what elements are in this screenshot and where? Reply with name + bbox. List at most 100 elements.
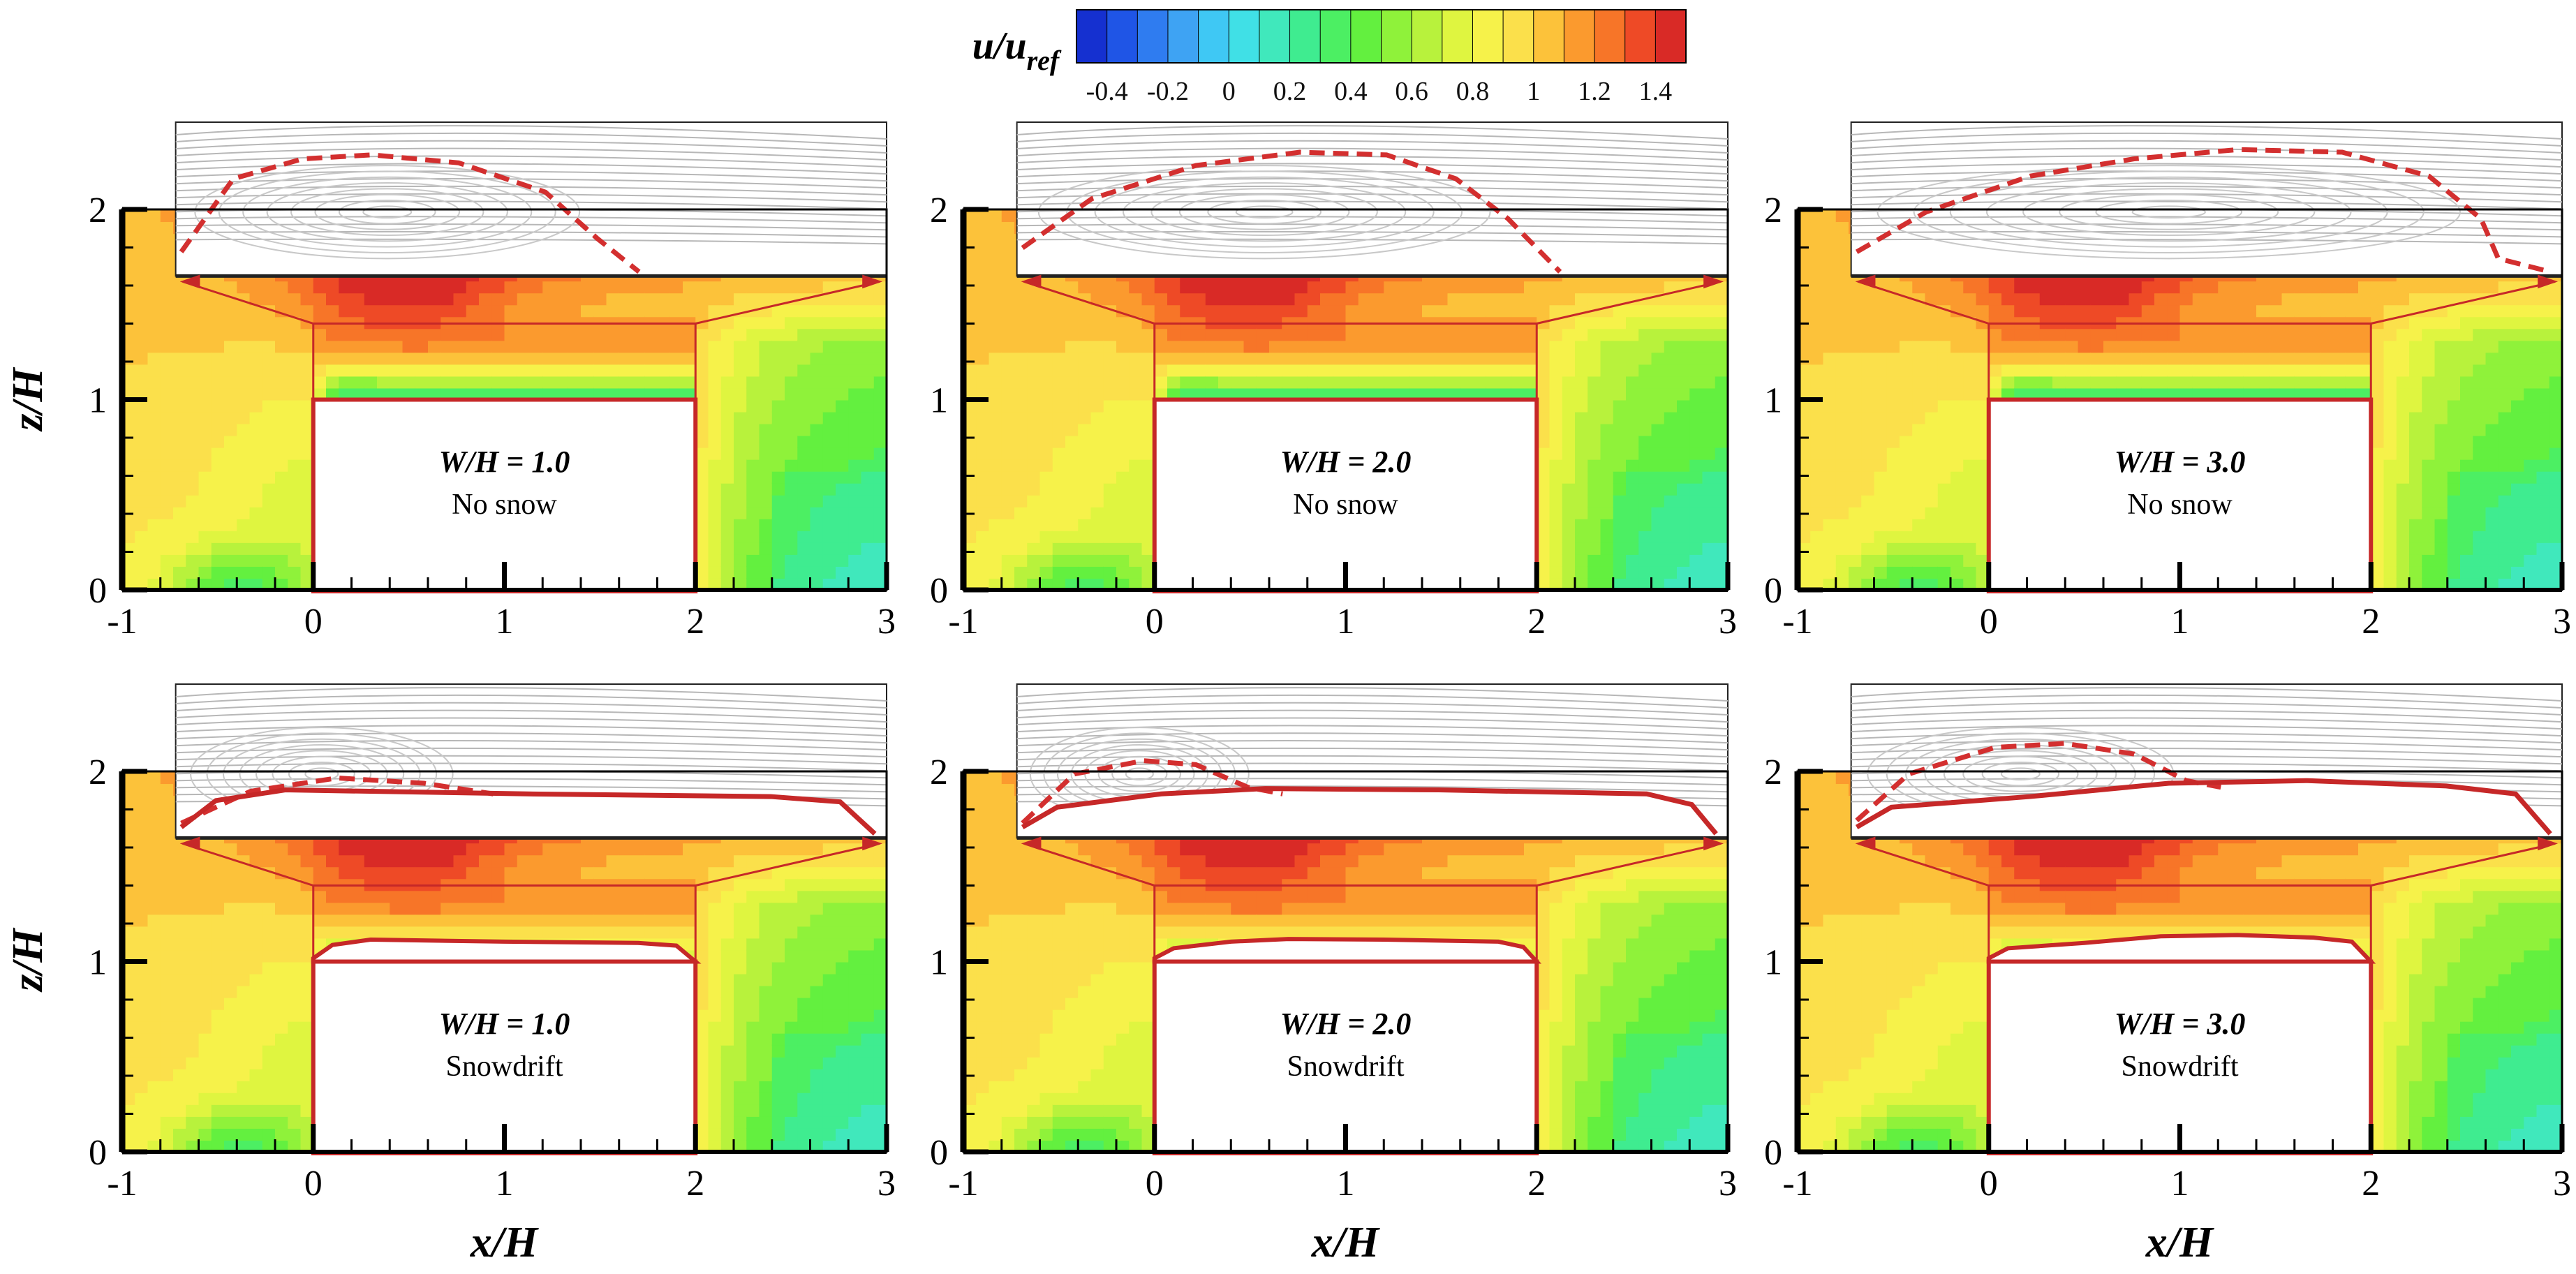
contour-cell <box>1823 245 1837 258</box>
contour-cell <box>237 471 251 484</box>
contour-cell <box>720 352 734 365</box>
contour-cell <box>1435 328 1449 341</box>
contour-cell <box>1937 494 1951 508</box>
contour-cell <box>1192 352 1206 365</box>
contour-cell <box>771 447 785 460</box>
contour-cell <box>1861 506 1875 519</box>
contour-cell <box>810 506 824 519</box>
contour-cell <box>1900 447 1914 460</box>
contour-cell <box>632 387 646 401</box>
contour-cell <box>848 577 862 590</box>
contour-cell <box>810 577 824 590</box>
contour-cell <box>186 328 200 341</box>
contour-cell <box>1409 281 1423 294</box>
contour-cell <box>1511 328 1525 341</box>
contour-cell <box>555 292 569 306</box>
contour-cell <box>186 459 200 472</box>
contour-cell <box>1524 328 1538 341</box>
contour-cell <box>1638 316 1652 329</box>
contour-cell <box>1626 364 1640 377</box>
contour-cell <box>173 577 187 590</box>
contour-cell <box>135 506 149 519</box>
contour-cell <box>1537 387 1550 401</box>
contour-cell <box>1345 352 1359 365</box>
contour-cell <box>1849 506 1863 519</box>
contour-cell <box>1638 471 1652 484</box>
contour-cell <box>963 281 977 294</box>
contour-cell <box>1562 565 1576 579</box>
contour-cell <box>122 399 136 413</box>
contour-cell <box>1849 304 1863 318</box>
contour-cell <box>1358 376 1372 389</box>
contour-cell <box>1027 447 1041 460</box>
contour-cell <box>1537 447 1550 460</box>
contour-cell <box>1715 494 1728 508</box>
contour-cell <box>1849 542 1863 555</box>
contour-cell <box>1715 352 1728 365</box>
contour-cell <box>1231 340 1245 353</box>
contour-cell <box>1537 518 1550 531</box>
contour-cell <box>1600 411 1614 424</box>
contour-cell <box>1715 459 1728 472</box>
contour-cell <box>976 506 990 519</box>
x-tick-label: 1 <box>496 602 514 642</box>
contour-cell <box>822 506 836 519</box>
contour-cell <box>122 221 136 235</box>
contour-cell <box>810 399 824 413</box>
contour-cell <box>1677 364 1691 377</box>
contour-cell <box>989 459 1002 472</box>
contour-cell <box>1937 399 1951 413</box>
contour-cell <box>1664 482 1678 496</box>
contour-cell <box>1231 364 1245 377</box>
contour-cell <box>683 281 697 294</box>
contour-cell <box>1937 352 1951 365</box>
contour-cell <box>746 423 760 436</box>
contour-cell <box>160 209 174 223</box>
contour-cell <box>695 352 709 365</box>
contour-cell <box>1549 447 1563 460</box>
contour-cell <box>122 577 136 590</box>
contour-cell <box>797 364 811 377</box>
contour-cell <box>1702 399 1716 413</box>
contour-cell <box>1937 292 1951 306</box>
contour-cell <box>810 328 824 341</box>
contour-cell <box>1027 316 1041 329</box>
contour-cell <box>1524 281 1538 294</box>
contour-cell <box>1976 554 1990 567</box>
contour-cell <box>1001 435 1015 448</box>
contour-cell <box>1874 316 1888 329</box>
contour-cell <box>708 554 722 567</box>
contour-cell <box>1613 530 1627 543</box>
contour-cell <box>555 352 569 365</box>
contour-cell <box>377 304 391 318</box>
contour-cell <box>976 482 990 496</box>
contour-cell <box>1090 506 1104 519</box>
contour-cell <box>1396 328 1410 341</box>
contour-cell <box>1715 292 1728 306</box>
contour-cell <box>1912 459 1926 472</box>
contour-cell <box>122 565 136 579</box>
contour-cell <box>262 530 276 543</box>
contour-cell <box>1218 364 1232 377</box>
contour-cell <box>683 387 697 401</box>
contour-cell <box>1950 471 1964 484</box>
contour-cell <box>1835 233 1849 246</box>
contour-cell <box>771 328 785 341</box>
contour-cell <box>1976 542 1990 555</box>
contour-cell <box>1835 221 1849 235</box>
contour-cell <box>1874 435 1888 448</box>
contour-cell <box>1039 304 1053 318</box>
contour-cell <box>1116 494 1130 508</box>
contour-cell <box>1835 245 1849 258</box>
contour-cell <box>2154 376 2168 389</box>
contour-cell <box>1052 387 1066 401</box>
contour-cell <box>288 554 302 567</box>
contour-cell <box>1001 482 1015 496</box>
contour-cell <box>2129 376 2142 389</box>
contour-cell <box>2014 304 2028 318</box>
contour-cell <box>249 565 263 579</box>
contour-cell <box>2014 292 2028 306</box>
contour-cell <box>746 577 760 590</box>
contour-cell <box>1810 494 1824 508</box>
contour-cell <box>836 328 850 341</box>
